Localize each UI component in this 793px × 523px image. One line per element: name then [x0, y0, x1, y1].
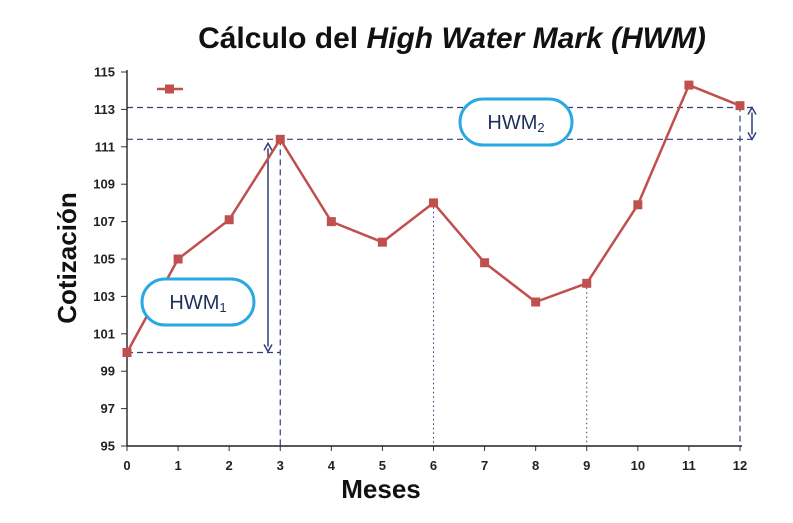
x-tick-label: 7 — [481, 458, 488, 473]
y-tick-label: 99 — [101, 364, 115, 379]
data-point — [224, 215, 234, 225]
x-tick-label: 4 — [328, 458, 336, 473]
chart-title: Cálculo del High Water Mark (HWM) — [198, 22, 706, 55]
x-tick-label: 10 — [631, 458, 645, 473]
data-point — [122, 348, 132, 357]
y-tick-label: 107 — [93, 214, 115, 229]
hwm1-badge — [140, 277, 256, 327]
x-tick-label: 12 — [733, 458, 747, 473]
guide-lines — [127, 105, 757, 446]
x-axis-ticks: 0 1 2 3 4 5 6 7 8 9 10 11 12 — [123, 446, 747, 473]
x-tick-label: 3 — [277, 458, 284, 473]
y-tick-label: 105 — [93, 252, 115, 267]
data-point — [480, 258, 490, 268]
y-tick-label: 103 — [93, 289, 115, 304]
y-tick-label: 111 — [95, 139, 115, 154]
data-point — [275, 134, 285, 144]
hwm2-badge-sub: 2 — [537, 120, 544, 135]
data-point — [173, 254, 183, 264]
hwm1-badge-label: HWM1 — [169, 292, 226, 315]
hwm1-arrow-head-top — [263, 141, 273, 151]
hwm2-badge-label: HWM2 — [487, 112, 544, 135]
y-tick-label: 113 — [94, 102, 115, 117]
legend-marker — [165, 84, 174, 94]
x-tick-label: 1 — [174, 458, 181, 473]
hwm2-arrow-head-top — [747, 106, 757, 115]
x-tick-label: 8 — [532, 458, 539, 473]
data-point — [684, 80, 694, 90]
hwm1-arrow-head-bottom — [263, 344, 273, 354]
y-tick-label: 97 — [101, 401, 115, 416]
series-cotizacion — [122, 80, 745, 357]
chart-title-plain: Cálculo del — [198, 22, 366, 55]
y-tick-label: 101 — [93, 326, 115, 341]
x-tick-label: 11 — [682, 458, 696, 473]
hwm1-badge-sub: 1 — [219, 300, 226, 315]
data-point — [633, 200, 643, 210]
x-tick-label: 2 — [226, 458, 233, 473]
y-axis-ticks: 95 97 99 101 103 105 107 109 111 113 115 — [93, 65, 127, 454]
x-tick-label: 6 — [430, 458, 437, 473]
data-point — [326, 217, 336, 227]
data-point — [582, 278, 592, 288]
hwm1-badge-main: HWM — [169, 292, 219, 314]
x-tick-label: 9 — [583, 458, 590, 473]
data-point — [429, 198, 438, 208]
y-tick-label: 109 — [93, 177, 115, 192]
y-tick-label: 95 — [101, 439, 115, 454]
legend — [157, 84, 183, 94]
x-tick-label: 5 — [379, 458, 386, 473]
hwm2-badge-main: HWM — [487, 112, 537, 134]
x-tick-label: 0 — [123, 458, 130, 473]
y-axis-label: Cotización — [52, 192, 82, 323]
data-point — [531, 297, 541, 307]
y-tick-label: 115 — [94, 65, 115, 80]
hwm2-badge — [458, 97, 574, 147]
data-point — [377, 237, 387, 247]
chart-title-italic: High Water Mark (HWM) — [366, 22, 705, 55]
data-point — [735, 101, 745, 111]
hwm2-arrow-head-bottom — [747, 131, 757, 141]
axes — [126, 70, 742, 447]
x-axis-label: Meses — [341, 474, 421, 504]
